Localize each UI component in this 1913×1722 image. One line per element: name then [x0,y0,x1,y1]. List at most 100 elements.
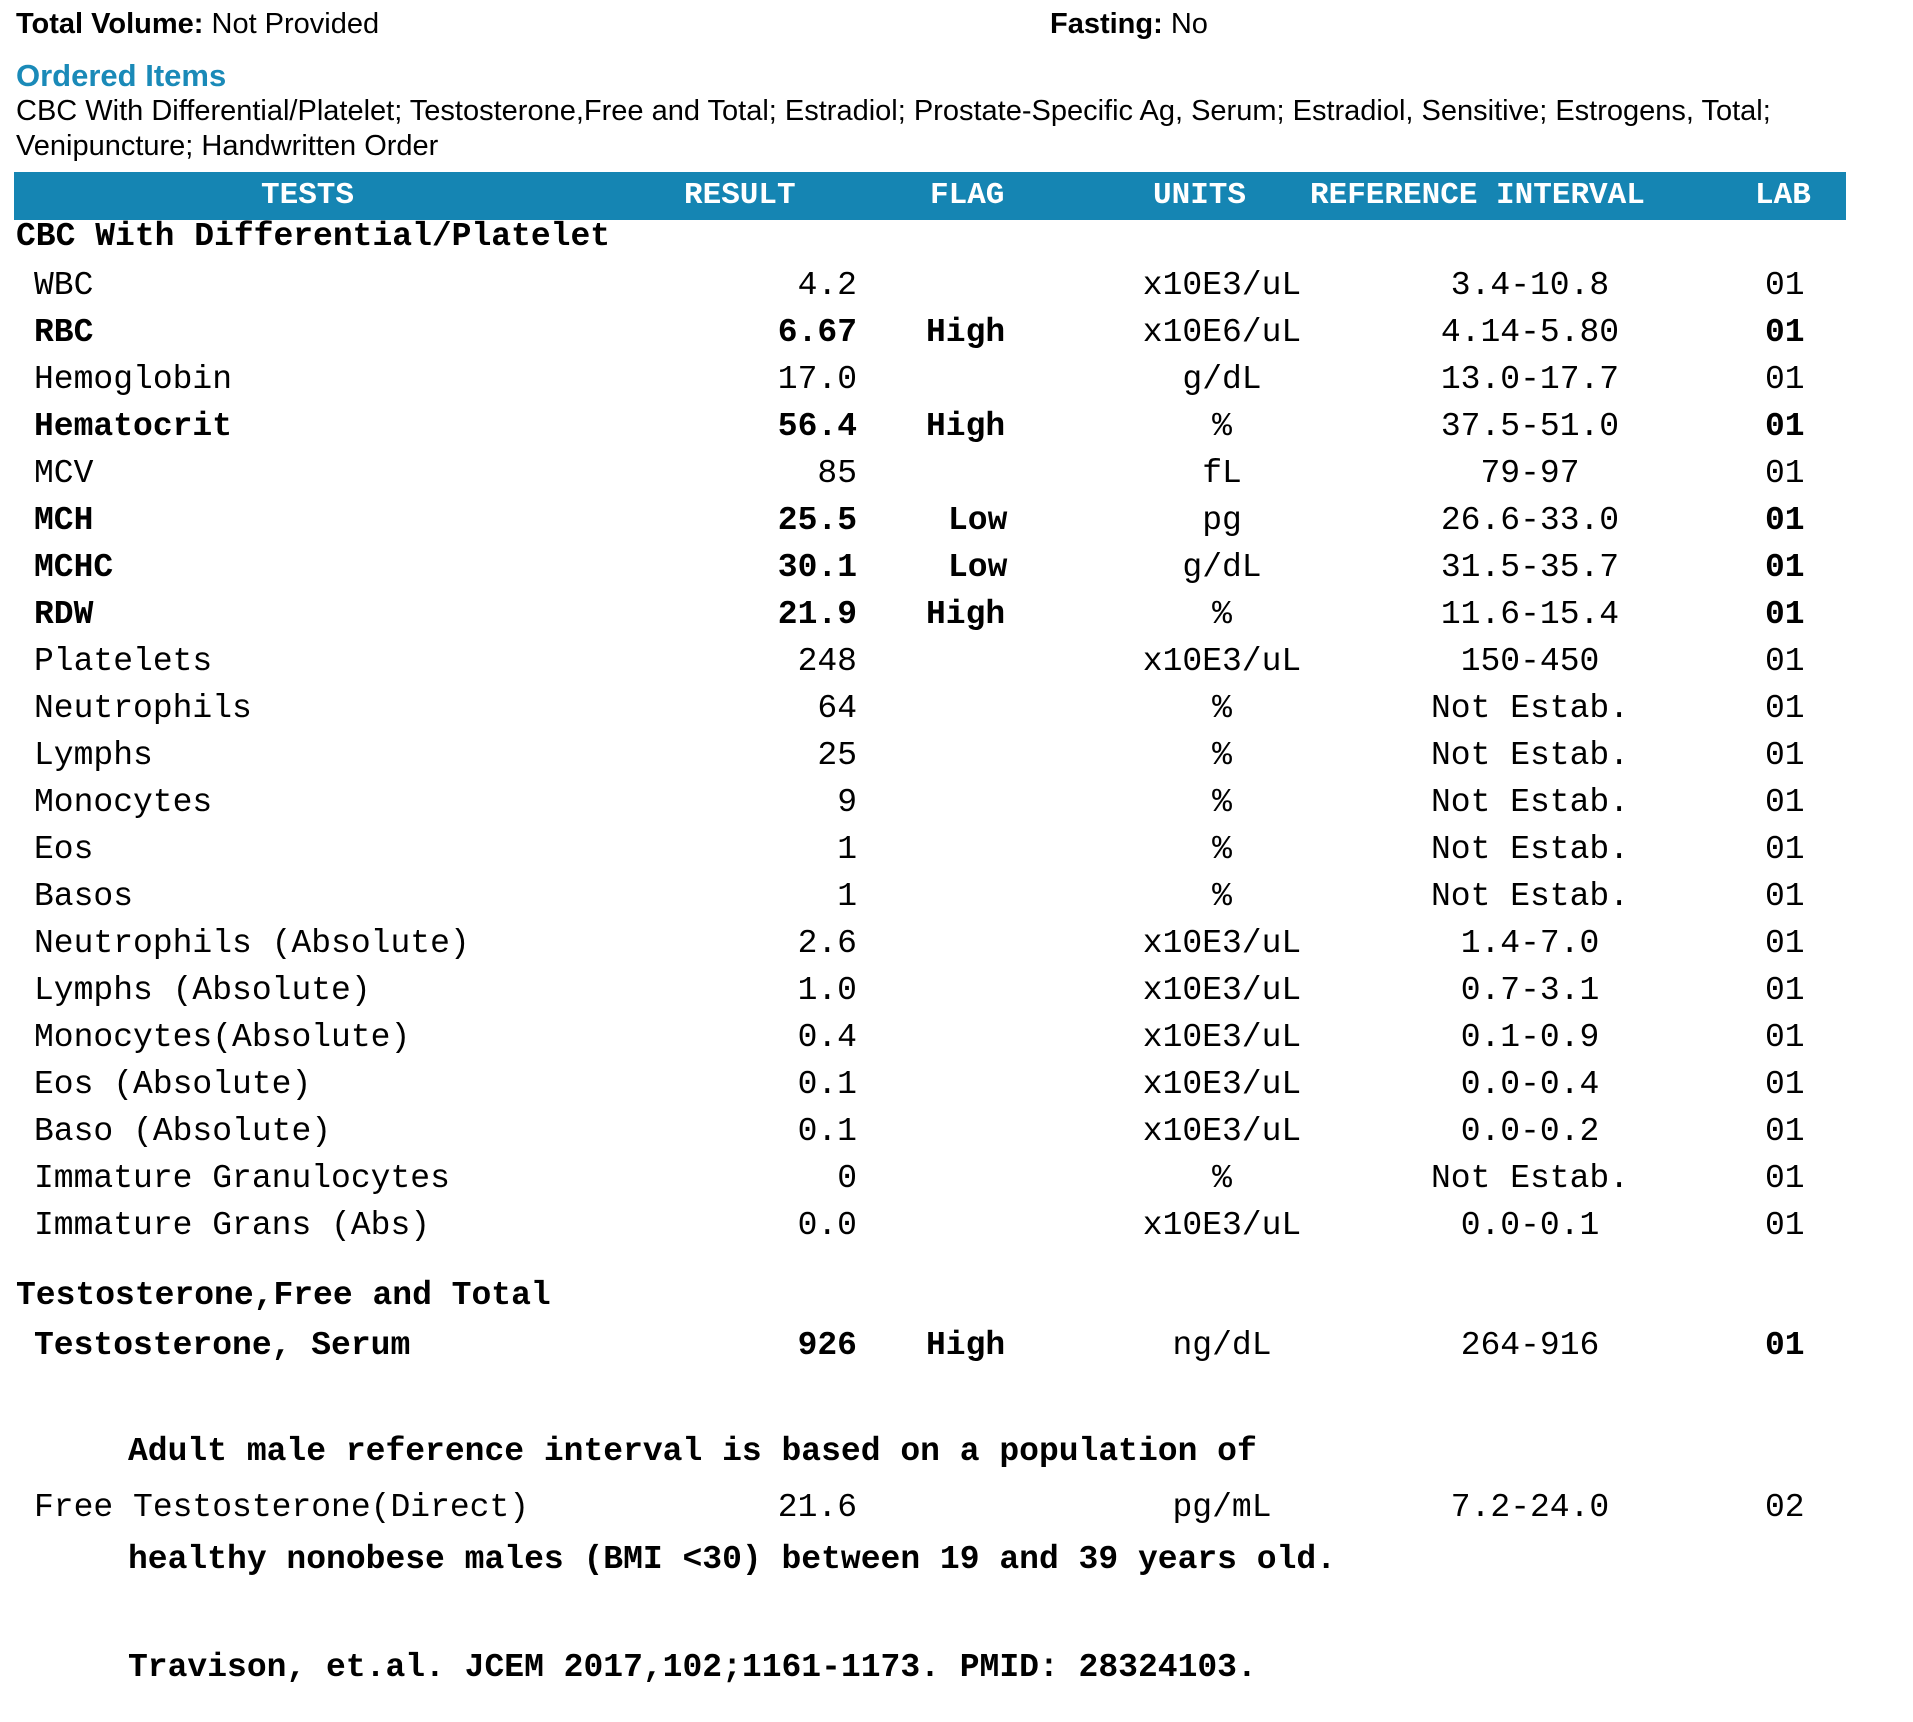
lab-code: 01 [1765,690,1805,727]
result-value: 25 [817,737,857,774]
reference-interval: 4.14-5.80 [1440,314,1620,351]
lab-code: 01 [1765,643,1805,680]
result-value: 85 [817,455,857,492]
lab-code: 01 [1765,925,1805,962]
reference-interval: Not Estab. [1430,878,1630,915]
test-name: Testosterone, Serum [34,1327,411,1364]
test-name: Eos (Absolute) [34,1066,312,1103]
header-lab: LAB [1755,178,1811,213]
total-volume: Total Volume: Not Provided [16,8,379,41]
lab-code: 01 [1765,737,1805,774]
result-value: 56.4 [777,408,857,445]
lab-code: 01 [1765,361,1805,398]
test-name: Platelets [34,643,213,680]
test-name: RDW [34,596,94,633]
fasting-label: Fasting: [1050,8,1163,40]
result-value: 0 [837,1160,857,1197]
test-name: Neutrophils (Absolute) [34,925,470,962]
result-value: 0.1 [797,1113,857,1150]
table-row: Neutrophils (Absolute) 2.6 x10E3/uL 1.4-7.0… [0,920,1913,967]
test-name: Lymphs [34,737,153,774]
table-row: Immature Grans (Abs) 0.0 x10E3/uL 0.0-0.1 01 [0,1202,1913,1249]
test-name: Neutrophils [34,690,252,727]
header-flag: FLAG [930,178,1005,213]
result-value: 9 [837,784,857,821]
units: % [1212,784,1232,821]
result-value: 25.5 [777,502,857,539]
table-row: Testosterone, Serum 926 High ng/dL 264-916 01 [0,1322,1913,1369]
comment-line: Travison, et.al. JCEM 2017,102;1161-1173… [128,1649,1257,1686]
test-name: Eos [34,831,94,868]
units: x10E3/uL [1142,1019,1302,1056]
ordered-items-title: Ordered Items [16,58,227,93]
total-volume-value: Not Provided [203,8,380,40]
lab-code: 01 [1765,502,1805,539]
table-row: Free Testosterone(Direct) 21.6 pg/mL 7.2-24… [0,1484,1913,1531]
units: fL [1202,455,1242,492]
units: % [1212,1160,1232,1197]
testosterone-comment: Adult male reference interval is based o… [128,1362,1336,1722]
lab-code: 01 [1765,1113,1805,1150]
test-name: Monocytes [34,784,213,821]
units: % [1212,878,1232,915]
lab-code: 01 [1765,455,1805,492]
table-row: MCV 85 fL 79-97 01 [0,450,1913,497]
header-units: UNITS [1153,178,1247,213]
table-row: Hemoglobin 17.0 g/dL 13.0-17.7 01 [0,356,1913,403]
units: pg/mL [1172,1489,1272,1526]
test-name: Monocytes(Absolute) [34,1019,411,1056]
fasting: Fasting: No [1050,8,1208,41]
test-name: Lymphs (Absolute) [34,972,371,1009]
table-row: MCH 25.5 Low pg 26.6-33.0 01 [0,497,1913,544]
lab-code: 01 [1765,314,1805,351]
flag-badge: High [926,596,1006,633]
lab-code: 01 [1765,1327,1805,1364]
units: x10E3/uL [1142,1207,1302,1244]
header-tests: TESTS [261,178,355,213]
lab-code: 01 [1765,1160,1805,1197]
test-name: MCH [34,502,94,539]
section-title-cbc: CBC With Differential/Platelet [16,218,611,255]
reference-interval: Not Estab. [1430,1160,1630,1197]
units: x10E3/uL [1142,925,1302,962]
test-name: Immature Granulocytes [34,1160,450,1197]
test-name: Hemoglobin [34,361,233,398]
table-row: Eos 1% Not Estab. 01 [0,826,1913,873]
test-name: Hematocrit [34,408,233,445]
table-row: RBC 6.67 High x10E6/uL 4.14-5.80 01 [0,309,1913,356]
lab-code: 01 [1765,596,1805,633]
result-value: 4.2 [797,267,857,304]
result-value: 0.0 [797,1207,857,1244]
flag-badge: Low [948,502,1008,539]
reference-interval: Not Estab. [1430,831,1630,868]
reference-interval: 0.0-0.2 [1460,1113,1600,1150]
comment-line: Adult male reference interval is based o… [128,1433,1257,1470]
test-name: Basos [34,878,134,915]
units: x10E3/uL [1142,267,1302,304]
reference-interval: 264-916 [1460,1327,1600,1364]
table-row: Platelets 248 x10E3/uL 150-450 01 [0,638,1913,685]
test-name: MCV [34,455,94,492]
units: x10E6/uL [1142,314,1302,351]
result-value: 0.1 [797,1066,857,1103]
reference-interval: 1.4-7.0 [1460,925,1600,962]
reference-interval: Not Estab. [1430,690,1630,727]
lab-code: 01 [1765,267,1805,304]
result-value: 6.67 [777,314,857,351]
reference-interval: 3.4-10.8 [1450,267,1610,304]
result-value: 17.0 [777,361,857,398]
units: pg [1202,502,1242,539]
result-value: 2.6 [797,925,857,962]
table-row: Hematocrit 56.4 High% 37.5-51.0 01 [0,403,1913,450]
lab-code: 01 [1765,408,1805,445]
result-value: 0.4 [797,1019,857,1056]
reference-interval: 0.0-0.1 [1460,1207,1600,1244]
table-header: TESTS RESULT FLAG UNITS REFERENCE INTERV… [14,172,1846,220]
reference-interval: 79-97 [1480,455,1580,492]
reference-interval: Not Estab. [1430,784,1630,821]
result-value: 21.6 [777,1489,857,1526]
units: x10E3/uL [1142,972,1302,1009]
test-name: WBC [34,267,94,304]
result-value: 1 [837,831,857,868]
table-row: WBC 4.2 x10E3/uL 3.4-10.8 01 [0,262,1913,309]
